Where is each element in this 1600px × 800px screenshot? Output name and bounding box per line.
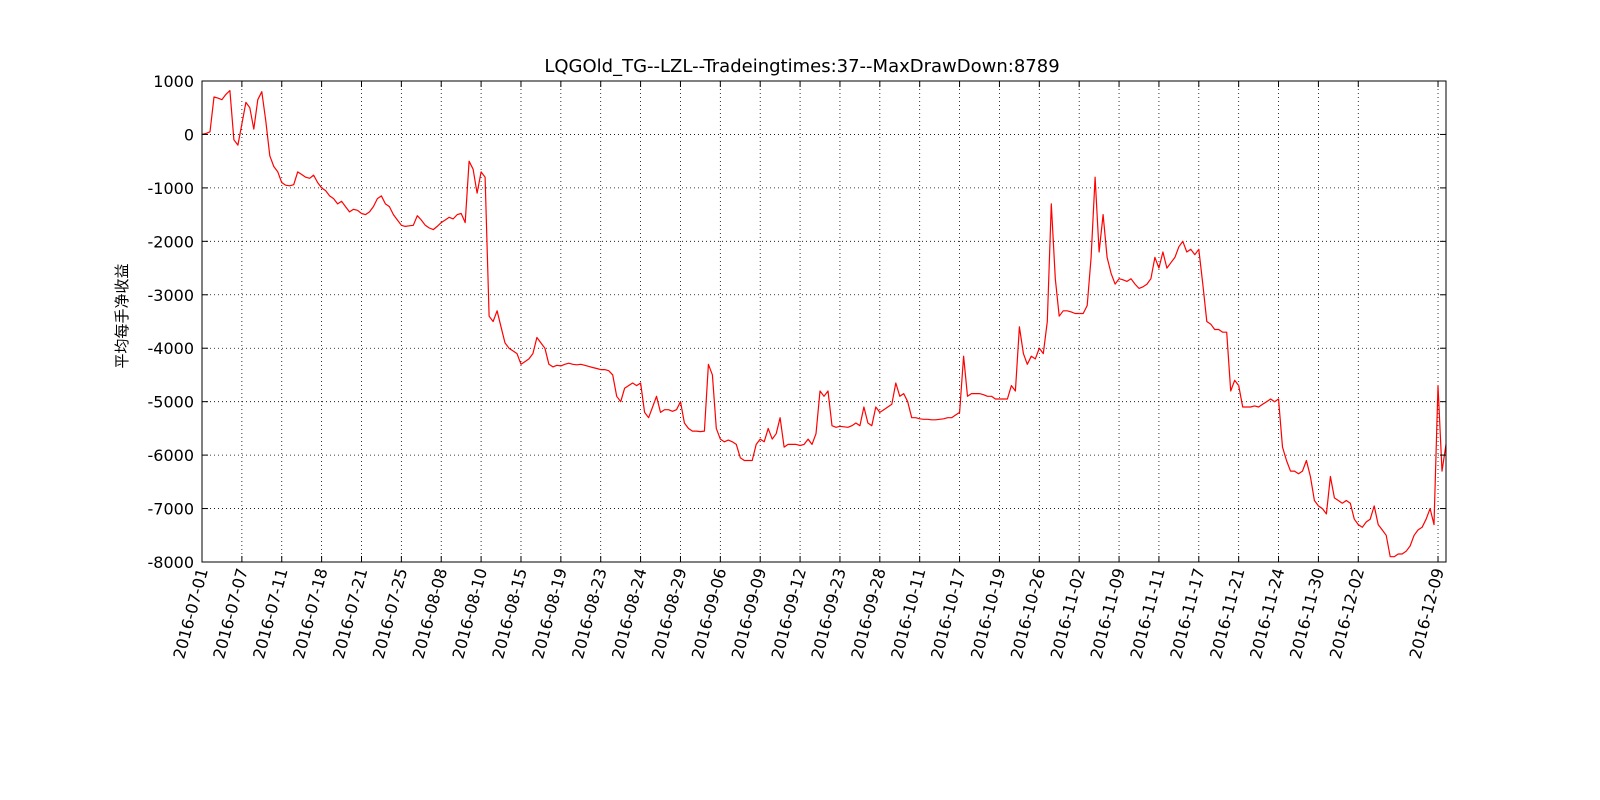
x-tick-label: 2016-09-06 <box>688 566 730 661</box>
x-tick-label: 2016-08-08 <box>409 566 451 661</box>
x-tick-label: 2016-07-21 <box>329 566 371 661</box>
y-axis: 1000 0 -1000 -2000 -3000 -4000 -5000 -6000 -7000… <box>148 72 1446 572</box>
x-tick-label: 2016-09-12 <box>768 566 810 661</box>
y-tick-label: -2000 <box>148 232 195 251</box>
x-tick-label: 2016-09-23 <box>807 566 849 661</box>
x-tick-label: 2016-11-11 <box>1126 566 1168 661</box>
y-tick-label: 0 <box>184 125 194 144</box>
x-tick-label: 2016-07-18 <box>289 566 331 661</box>
x-tick-label: 2016-09-09 <box>728 566 770 661</box>
series-layer <box>202 89 1446 558</box>
x-tick-label: 2016-07-25 <box>369 566 411 661</box>
x-tick-label: 2016-08-10 <box>449 566 491 661</box>
y-tick-label: -4000 <box>148 339 195 358</box>
x-tick-label: 2016-11-09 <box>1086 566 1128 661</box>
x-tick-label: 2016-08-29 <box>648 566 690 661</box>
x-tick-label: 2016-07-01 <box>169 566 211 661</box>
x-tick-label: 2016-12-09 <box>1405 566 1447 661</box>
x-tick-label: 2016-11-17 <box>1166 566 1208 661</box>
x-tick-label: 2016-10-19 <box>967 566 1009 661</box>
y-tick-label: -7000 <box>148 500 195 519</box>
x-tick-label: 2016-10-11 <box>887 566 929 661</box>
y-tick-label: -6000 <box>148 446 195 465</box>
x-tick-label: 2016-11-21 <box>1206 566 1248 661</box>
x-tick-label: 2016-12-02 <box>1326 566 1368 661</box>
x-tick-label: 2016-10-17 <box>927 566 969 661</box>
x-tick-label: 2016-11-02 <box>1047 566 1089 661</box>
chart-title: LQGOld_TG--LZL--Tradeingtimes:37--MaxDra… <box>544 56 1059 77</box>
x-tick-label: 2016-08-15 <box>488 566 530 661</box>
x-tick-label: 2016-10-26 <box>1007 566 1049 661</box>
x-tick-label: 2016-07-07 <box>209 566 251 661</box>
grid <box>201 80 1446 563</box>
x-tick-label: 2016-08-23 <box>568 566 610 661</box>
y-axis-label: 平均每手净收益 <box>113 263 131 368</box>
x-tick-label: 2016-11-30 <box>1286 566 1328 661</box>
x-tick-label: 2016-08-19 <box>528 566 570 661</box>
x-axis: 2016-07-012016-07-072016-07-112016-07-18… <box>169 81 1448 661</box>
x-tick-label: 2016-09-28 <box>847 566 889 661</box>
y-tick-label: -5000 <box>148 393 195 412</box>
x-tick-label: 2016-07-11 <box>249 566 291 661</box>
x-tick-label: 2016-08-24 <box>608 566 650 661</box>
series-line <box>202 89 1446 558</box>
y-tick-label: -3000 <box>148 286 195 305</box>
plot-area-frame <box>201 80 1447 563</box>
y-tick-label: 1000 <box>153 72 194 91</box>
x-tick-label: 2016-11-24 <box>1246 566 1288 661</box>
y-tick-label: -8000 <box>148 553 195 572</box>
y-tick-label: -1000 <box>148 179 195 198</box>
